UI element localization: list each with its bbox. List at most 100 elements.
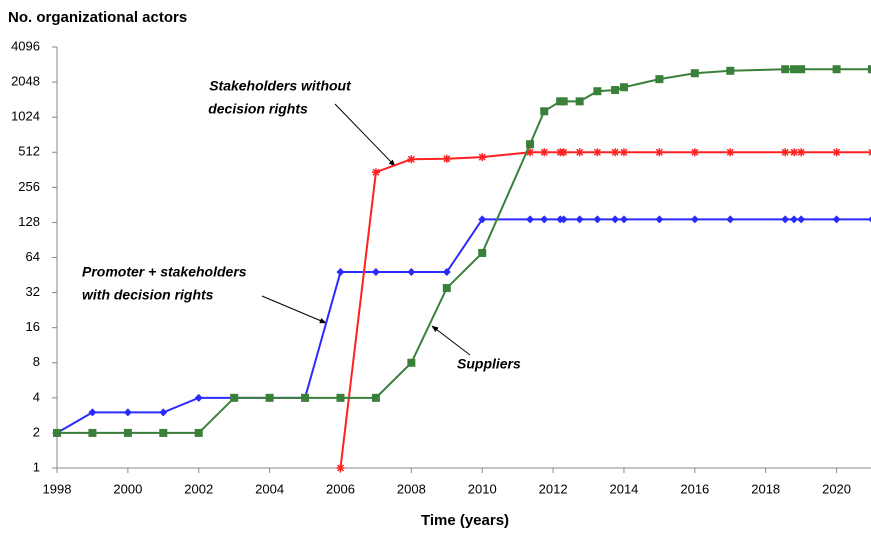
- annotation-arrow: [431, 325, 471, 356]
- annotation-arrow: [334, 103, 396, 167]
- x-tick-label: 1998: [43, 481, 72, 496]
- y-tick-label: 512: [18, 144, 40, 159]
- x-axis-title: Time (years): [421, 512, 509, 529]
- y-tick-label: 8: [33, 354, 40, 369]
- data-point: [540, 215, 549, 224]
- data-point: [336, 268, 345, 277]
- data-point: [868, 65, 871, 74]
- data-point: [726, 66, 735, 75]
- y-tick-label: 1024: [11, 109, 40, 124]
- data-point: [797, 65, 806, 74]
- data-point: [526, 148, 535, 157]
- data-point: [655, 148, 664, 157]
- data-point: [478, 215, 487, 224]
- data-point: [619, 83, 628, 92]
- data-point: [407, 268, 416, 277]
- annotation: decision rights: [208, 101, 308, 117]
- data-point: [194, 428, 203, 437]
- annotation: Promoter + stakeholders: [82, 264, 247, 280]
- data-point: [655, 75, 664, 84]
- data-point: [407, 155, 416, 164]
- data-point: [619, 215, 628, 224]
- data-point: [194, 393, 203, 402]
- x-tick-label: 2012: [539, 481, 568, 496]
- data-point: [611, 148, 620, 157]
- data-point: [781, 148, 790, 157]
- data-point: [371, 168, 380, 177]
- data-point: [726, 215, 735, 224]
- x-tick-label: 2006: [326, 481, 355, 496]
- data-point: [53, 428, 61, 437]
- y-tick-label: 64: [26, 249, 40, 264]
- annotation: Stakeholders without: [209, 78, 352, 94]
- data-point: [371, 393, 380, 402]
- data-point: [611, 86, 620, 95]
- y-tick-label: 32: [26, 284, 40, 299]
- data-point: [655, 215, 664, 224]
- data-point: [559, 97, 568, 106]
- annotation: with decision rights: [82, 287, 214, 303]
- data-point: [790, 148, 799, 157]
- x-tick-label: 2004: [255, 481, 284, 496]
- x-tick-label: 2020: [822, 481, 851, 496]
- y-tick-label: 16: [26, 319, 40, 334]
- data-point: [123, 408, 132, 417]
- data-point: [619, 148, 628, 157]
- data-point: [336, 393, 345, 402]
- data-point: [265, 393, 274, 402]
- x-tick-label: 2000: [113, 481, 142, 496]
- series-line: [56, 218, 871, 434]
- series-line: [57, 68, 871, 434]
- data-point: [526, 140, 535, 149]
- data-point: [526, 215, 535, 224]
- data-point: [690, 148, 699, 157]
- data-point: [371, 268, 380, 277]
- y-tick-label: 4096: [11, 38, 40, 53]
- data-point: [123, 428, 132, 437]
- data-point: [575, 215, 584, 224]
- data-point: [690, 69, 699, 78]
- data-point: [868, 216, 871, 223]
- data-point: [88, 408, 97, 417]
- data-point: [559, 215, 568, 224]
- data-point: [575, 97, 584, 106]
- data-point: [559, 148, 568, 157]
- data-point: [611, 215, 620, 224]
- annotation: Suppliers: [457, 356, 521, 372]
- y-tick-label: 2: [33, 424, 40, 439]
- data-point: [88, 428, 97, 437]
- data-point: [781, 215, 790, 224]
- data-point: [726, 148, 735, 157]
- data-point: [593, 87, 602, 96]
- x-tick-label: 2008: [397, 481, 426, 496]
- data-point: [478, 248, 487, 257]
- data-point: [478, 153, 487, 162]
- data-point: [781, 65, 790, 74]
- data-point: [797, 215, 806, 224]
- data-point: [159, 408, 168, 417]
- data-point: [540, 107, 549, 116]
- data-point: [832, 148, 841, 157]
- data-point: [593, 148, 602, 157]
- data-point: [790, 65, 799, 74]
- data-point: [442, 268, 451, 277]
- data-point: [442, 154, 451, 163]
- data-point: [230, 393, 239, 402]
- series-line: [339, 151, 871, 469]
- data-point: [797, 148, 806, 157]
- data-point: [540, 148, 549, 157]
- data-point: [407, 358, 416, 367]
- data-point: [159, 428, 168, 437]
- y-tick-label: 128: [18, 214, 40, 229]
- data-point: [690, 215, 699, 224]
- x-tick-label: 2002: [184, 481, 213, 496]
- x-tick-label: 2014: [609, 481, 638, 496]
- data-point: [832, 65, 841, 74]
- data-point: [442, 284, 451, 293]
- y-tick-label: 2048: [11, 74, 40, 89]
- y-tick-label: 256: [18, 179, 40, 194]
- data-point: [832, 215, 841, 224]
- data-point: [301, 393, 310, 402]
- y-tick-label: 4: [33, 389, 40, 404]
